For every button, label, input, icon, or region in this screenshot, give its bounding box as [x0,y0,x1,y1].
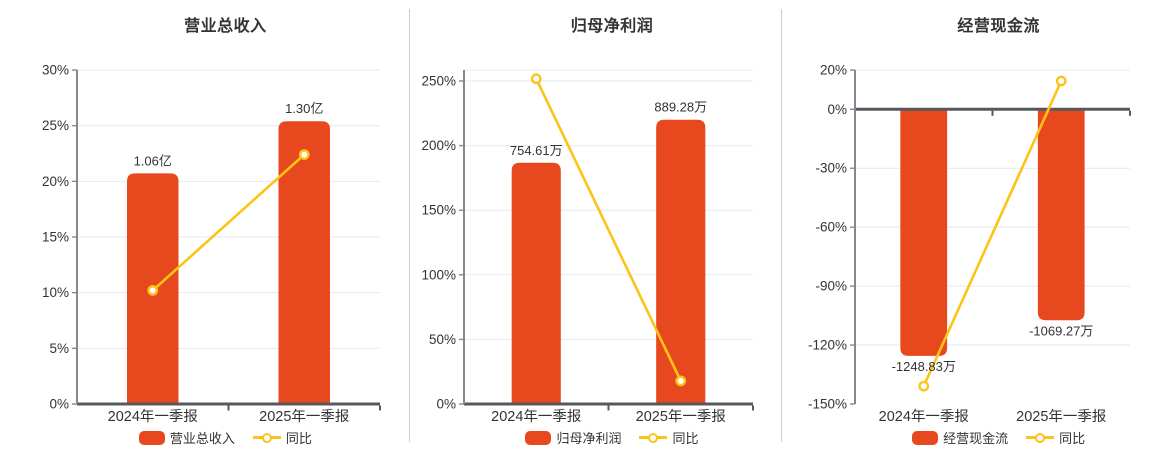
category-label: 2024年一季报 [108,408,198,425]
y-tick-label: 10% [42,285,69,300]
category-label: 2025年一季报 [635,408,725,425]
legend-label-line: 同比 [285,431,312,446]
bar-series-swatch-icon [525,430,552,445]
y-tick-label: 20% [820,62,847,77]
y-tick-label: 20% [42,174,69,189]
bar-2025年一季报[interactable] [278,121,330,405]
y-tick-label: 5% [49,341,68,356]
chart-title-net-profit: 归母净利润 [570,18,654,35]
net-profit-chart-plot: 250% 200% 150% 100% 50% 0% 754.61万 889.28万 2024年… [421,69,754,425]
y-tick-label: 25% [42,118,69,133]
bar-value-label: 889.28万 [654,100,707,115]
yoy-line-marker[interactable] [298,149,310,161]
y-tick-label: -60% [816,220,847,235]
bar-series-swatch-icon [138,430,165,445]
bar-value-label: -1248.83万 [892,359,956,374]
yoy-series-line[interactable] [151,153,306,292]
y-tick-label: 30% [42,62,69,77]
bar-value-label: 1.30亿 [285,101,323,116]
cash-flow-chart-legend: 经营现金流 同比 [843,428,1154,447]
yoy-line-marker[interactable] [1056,75,1067,87]
bar-series-swatch-icon [912,430,939,445]
y-tick-label: 0% [49,396,68,411]
net-profit-chart-legend: 归母净利润 同比 [457,428,768,447]
y-tick-label: 0% [436,396,455,411]
line-series-swatch-icon [639,431,668,444]
y-tick-label: 15% [42,229,69,244]
y-tick-label: 0% [828,102,847,117]
bar-2025年一季报[interactable] [655,119,705,404]
y-tick-label: 100% [421,267,455,282]
category-label: 2025年一季报 [1016,408,1106,425]
bar-2025年一季报[interactable] [1038,109,1085,321]
panel-revenue: 营业总收入 30% 25% 20% 15% 10% 5% 0% 1.06亿 1.30亿 2024年… [0,0,387,450]
legend-item-line-series[interactable]: 同比 [639,428,699,447]
chart-title-cash-flow: 经营现金流 [957,18,1040,35]
y-tick-label: -120% [808,338,847,353]
bar-value-label: -1069.27万 [1029,323,1093,338]
line-series-swatch-icon [1026,431,1055,444]
yoy-series-line[interactable] [922,80,1063,387]
cash-flow-chart-plot: 20% 0% -30% -60% -90% -120% -150% -1248.83万 -106… [808,62,1132,425]
category-label: 2025年一季报 [259,408,349,425]
panel-divider [409,9,410,442]
yoy-series-line[interactable] [534,78,682,382]
legend-item-bar-series[interactable]: 归母净利润 [525,428,621,447]
yoy-line-marker[interactable] [918,380,930,392]
y-tick-label: -30% [816,161,847,176]
revenue-chart-legend: 营业总收入 同比 [70,428,381,447]
legend-label-line: 同比 [672,431,699,446]
panel-net-profit: 归母净利润 250% 200% 150% 100% 50% 0% 754.61万 889.28… [387,0,774,450]
bar-2024年一季报[interactable] [511,162,561,404]
bar-2024年一季报[interactable] [900,109,948,356]
bar-value-label: 754.61万 [510,143,563,158]
revenue-chart-plot: 30% 25% 20% 15% 10% 5% 0% 1.06亿 1.30亿 2024年一季报 202… [42,62,381,425]
legend-label-line: 同比 [1059,431,1086,446]
panel-operating-cash-flow: 经营现金流 20% 0% -30% -60% -90% -120% -150% -1248.8… [773,0,1160,450]
y-tick-label: 200% [421,138,455,153]
legend-label-bar: 归母净利润 [556,431,622,446]
yoy-line-marker[interactable] [530,73,542,85]
line-series-swatch-icon [252,431,281,444]
bar-value-label: 1.06亿 [134,153,172,168]
category-label: 2024年一季报 [879,408,969,425]
y-tick-label: 50% [429,332,456,347]
y-tick-label: -90% [816,279,847,294]
category-label: 2024年一季报 [491,408,581,425]
legend-item-line-series[interactable]: 同比 [1026,428,1085,447]
y-tick-label: 250% [421,73,455,88]
legend-item-line-series[interactable]: 同比 [252,428,312,447]
legend-item-bar-series[interactable]: 营业总收入 [138,428,235,447]
yoy-line-marker[interactable] [147,285,159,296]
y-tick-label: 150% [421,203,455,218]
legend-item-bar-series[interactable]: 经营现金流 [912,428,1008,447]
chart-title-revenue: 营业总收入 [184,18,267,35]
legend-label-bar: 营业总收入 [169,431,235,446]
panel-divider [781,9,782,442]
yoy-line-marker[interactable] [674,375,686,387]
legend-label-bar: 经营现金流 [943,431,1009,446]
y-tick-label: -150% [808,396,847,411]
